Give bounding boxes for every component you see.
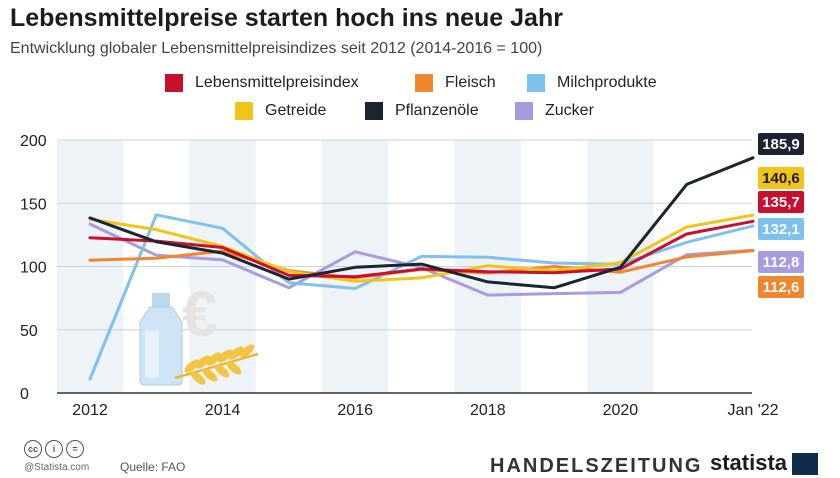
end-label-box bbox=[758, 167, 804, 189]
legend-label: Pflanzenöle bbox=[395, 102, 479, 119]
euro-icon: € bbox=[182, 278, 218, 350]
legend-item-pflanzenoele: Pflanzenöle bbox=[365, 102, 479, 120]
statista-mark-icon bbox=[792, 453, 818, 475]
license-icons: cc i = bbox=[24, 440, 84, 458]
x-tick-label: Jan '22 bbox=[727, 402, 778, 419]
illustration: € bbox=[139, 278, 259, 386]
end-label-text: 140,6 bbox=[762, 170, 800, 187]
end-label-text: 112,8 bbox=[763, 254, 800, 271]
end-label-box bbox=[758, 251, 804, 273]
end-label: 112,8 bbox=[758, 251, 804, 273]
end-label-text: 185,9 bbox=[762, 136, 800, 153]
end-label-text: 135,7 bbox=[762, 194, 800, 211]
milk-bottle-icon bbox=[139, 293, 183, 386]
end-labels: 185,9 140,6 135,7 132,1 112,8 112,6 bbox=[758, 133, 804, 298]
end-label: 185,9 bbox=[758, 133, 804, 155]
end-label: 140,6 bbox=[758, 167, 804, 189]
legend-label: Milchprodukte bbox=[557, 74, 657, 91]
line-chart: € 0 50 100 150 200 2012 2014 2016 2018 2020 Jan '… bbox=[20, 133, 804, 419]
publisher-logo: HANDELSZEITUNG bbox=[490, 455, 703, 477]
legend-label: Fleisch bbox=[445, 74, 496, 91]
end-label: 135,7 bbox=[758, 191, 804, 213]
chart-subtitle: Entwicklung globaler Lebensmittelpreisin… bbox=[10, 40, 543, 57]
x-tick-label: 2016 bbox=[337, 402, 373, 419]
end-label: 132,1 bbox=[758, 218, 804, 240]
end-label-text: 112,6 bbox=[763, 279, 800, 296]
series-line-getreide bbox=[88, 213, 755, 283]
x-tick-label: 2018 bbox=[470, 402, 506, 419]
statista-logo: statista bbox=[710, 450, 788, 475]
legend-item-zucker: Zucker bbox=[515, 102, 594, 120]
legend-swatch bbox=[415, 74, 433, 92]
end-label-box bbox=[758, 218, 804, 240]
x-tick-label: 2020 bbox=[603, 402, 639, 419]
legend-swatch bbox=[515, 102, 533, 120]
wheat-icon bbox=[174, 344, 259, 385]
x-tick-label: 2012 bbox=[72, 402, 108, 419]
legend-swatch bbox=[235, 102, 253, 120]
legend-item-fleisch: Fleisch bbox=[415, 74, 496, 92]
chart-title: Lebensmittelpreise starten hoch ins neue… bbox=[10, 4, 563, 32]
series-lines bbox=[88, 156, 755, 381]
legend-label: Getreide bbox=[265, 102, 327, 119]
legend-item-lebensmittelpreisindex: Lebensmittelpreisindex bbox=[165, 74, 359, 92]
legend-label: Lebensmittelpreisindex bbox=[195, 74, 359, 91]
series-line-lebensmittelpreisindex bbox=[88, 219, 755, 279]
y-tick-label: 0 bbox=[20, 386, 29, 403]
cc-icon: cc bbox=[24, 440, 42, 458]
y-tick-label: 100 bbox=[20, 260, 47, 277]
y-axis: 0 50 100 150 200 bbox=[20, 133, 47, 403]
credit: @Statista.com bbox=[24, 462, 90, 473]
y-tick-label: 150 bbox=[20, 196, 47, 213]
legend-label: Zucker bbox=[545, 102, 594, 119]
y-tick-label: 50 bbox=[20, 323, 38, 340]
source: Quelle: FAO bbox=[120, 460, 186, 474]
by-icon: i bbox=[45, 440, 63, 458]
nd-icon: = bbox=[66, 440, 84, 458]
legend-item-getreide: Getreide bbox=[235, 102, 326, 120]
end-label-text: 132,1 bbox=[762, 221, 800, 238]
legend-swatch bbox=[165, 74, 183, 92]
legend-swatch bbox=[365, 102, 383, 120]
x-axis: 2012 2014 2016 2018 2020 Jan '22 bbox=[72, 402, 778, 419]
x-tick-label: 2014 bbox=[205, 402, 241, 419]
svg-text:€: € bbox=[182, 278, 218, 350]
end-label: 112,6 bbox=[758, 276, 804, 298]
legend-swatch bbox=[527, 74, 545, 92]
end-label-box bbox=[758, 191, 804, 213]
end-label-box bbox=[758, 133, 804, 155]
legend-item-milchprodukte: Milchprodukte bbox=[527, 74, 657, 92]
y-tick-label: 200 bbox=[20, 133, 47, 150]
end-label-box bbox=[758, 276, 804, 298]
series-line-pflanzen-le bbox=[88, 156, 755, 290]
